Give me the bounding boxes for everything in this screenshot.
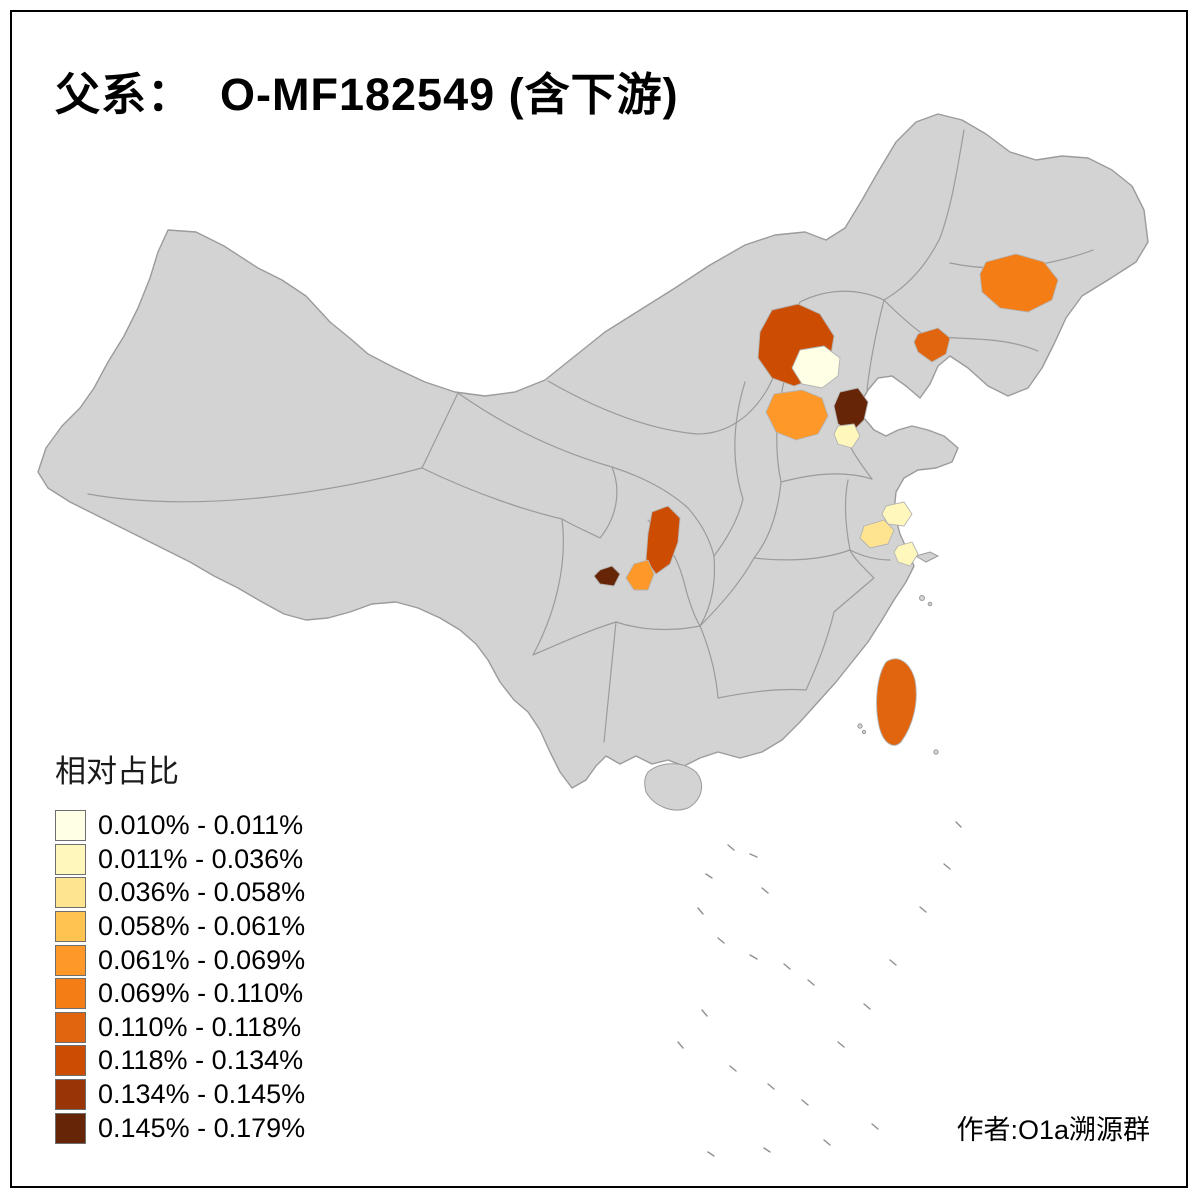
hainan-island <box>644 763 703 811</box>
legend-title: 相对占比 <box>55 754 179 789</box>
legend-label: 0.036% - 0.058% <box>98 877 306 908</box>
region-tianjin-south <box>833 423 861 449</box>
sea-island-mark <box>801 1099 809 1106</box>
legend-item: 0.145% - 0.179% <box>55 1111 305 1145</box>
legend-swatch <box>55 1079 86 1111</box>
sea-island-mark <box>919 906 927 913</box>
sea-island-mark <box>727 844 735 851</box>
sea-island-mark <box>749 853 758 858</box>
sea-island-mark <box>717 937 725 944</box>
legend-swatch <box>55 1011 86 1043</box>
sea-island-mark <box>705 873 713 879</box>
south-china-sea-islands <box>677 821 962 1157</box>
legend-item: 0.036% - 0.058% <box>55 876 305 910</box>
legend-label: 0.011% - 0.036% <box>98 843 304 874</box>
sea-island-mark <box>749 954 758 960</box>
chongming-island <box>914 551 940 563</box>
map-title: 父系： O-MF182549 (含下游) <box>55 69 679 120</box>
legend-label: 0.118% - 0.134% <box>98 1045 304 1076</box>
legend: 相对占比 0.010% - 0.011% 0.011% - 0.036% 0.0… <box>55 746 305 1145</box>
sea-island-mark <box>763 1147 771 1153</box>
penghu-island-2 <box>861 729 867 735</box>
legend-swatch <box>55 843 86 875</box>
legend-item: 0.010% - 0.011% <box>55 809 305 843</box>
province-borders <box>87 129 1094 743</box>
legend-item: 0.110% - 0.118% <box>55 1011 305 1045</box>
legend-swatch <box>55 810 86 842</box>
legend-item: 0.118% - 0.134% <box>55 1044 305 1078</box>
sea-island-mark <box>863 1003 871 1010</box>
penghu-island <box>857 723 863 729</box>
legend-label: 0.134% - 0.145% <box>98 1079 306 1110</box>
highlighted-regions <box>593 253 1059 746</box>
region-tianjin <box>833 387 869 433</box>
sea-island-mark <box>871 1123 879 1130</box>
legend-swatch <box>55 877 86 909</box>
legend-item: 0.069% - 0.110% <box>55 977 305 1011</box>
sea-island-mark <box>697 907 704 915</box>
sea-island-mark <box>955 821 962 828</box>
legend-item: 0.011% - 0.036% <box>55 843 305 877</box>
legend-swatch <box>55 911 86 943</box>
region-jilin <box>979 253 1059 313</box>
sea-island-mark <box>761 887 769 894</box>
legend-item: 0.058% - 0.061% <box>55 910 305 944</box>
legend-label: 0.069% - 0.110% <box>98 978 304 1009</box>
region-taiwan <box>876 658 917 746</box>
legend-label: 0.145% - 0.179% <box>98 1112 306 1143</box>
sea-island-mark <box>701 1009 708 1017</box>
sea-island-mark <box>783 963 791 970</box>
region-jiangsu-central <box>859 519 895 549</box>
sea-island-mark <box>677 1041 684 1049</box>
legend-item: 0.061% - 0.069% <box>55 943 305 977</box>
sea-island-mark <box>943 863 951 870</box>
legend-label: 0.061% - 0.069% <box>98 944 306 975</box>
attribution: 作者:O1a溯源群 <box>956 1115 1150 1145</box>
legend-label: 0.058% - 0.061% <box>98 911 306 942</box>
offshore-island <box>933 749 939 755</box>
zhoushan-island <box>919 595 925 601</box>
legend-label: 0.110% - 0.118% <box>98 1011 302 1042</box>
region-sichuan-strip <box>645 505 681 575</box>
legend-label: 0.010% - 0.011% <box>98 810 304 841</box>
region-liaoning <box>913 327 951 363</box>
region-sichuan-dot <box>593 565 621 587</box>
sea-island-mark <box>807 979 815 986</box>
sea-island-mark <box>729 1065 737 1072</box>
region-jiangsu-north <box>881 501 913 527</box>
coastal-islands <box>857 551 940 755</box>
sea-island-mark <box>837 1041 845 1048</box>
legend-swatch <box>55 1112 86 1144</box>
region-shanghai <box>893 541 919 567</box>
region-beijing <box>791 345 841 389</box>
sea-island-mark <box>823 1139 831 1146</box>
region-hebei-central <box>765 389 829 441</box>
sea-island-mark <box>707 1151 715 1157</box>
legend-item: 0.134% - 0.145% <box>55 1078 305 1112</box>
mainland-china <box>37 113 1149 789</box>
legend-swatch <box>55 978 86 1010</box>
sea-island-mark <box>889 959 897 966</box>
legend-swatch <box>55 944 86 976</box>
zhoushan-island-2 <box>927 601 933 607</box>
sea-island-mark <box>767 1083 775 1090</box>
legend-swatch <box>55 1045 86 1077</box>
region-chongqing <box>625 559 655 591</box>
